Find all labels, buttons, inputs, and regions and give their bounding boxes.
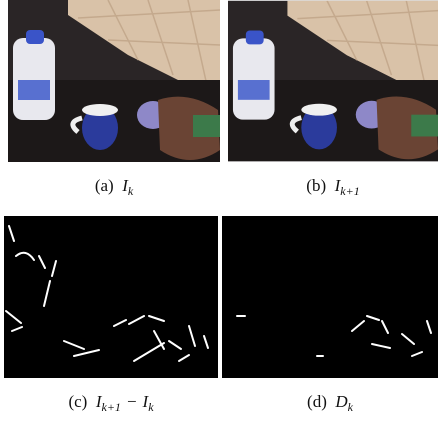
caption-label: (b): [306, 176, 326, 195]
operator: −: [127, 392, 137, 411]
caption: (b) Ik+1: [228, 176, 438, 199]
image-d: [222, 216, 438, 378]
image-c: [4, 216, 218, 378]
image-b: [228, 0, 438, 162]
subscript: k+1: [102, 400, 121, 414]
caption-label: (d): [307, 392, 327, 411]
math-symbol: D: [335, 392, 347, 411]
subscript: k: [348, 400, 353, 414]
caption: (c) Ik+1−Ik: [4, 392, 218, 415]
subscript: k+1: [340, 184, 359, 198]
subscript: k: [128, 184, 133, 198]
subscript: k: [148, 400, 153, 414]
figure: (a) Ik(b) Ik+1(c) Ik+1−Ik(d) Dk (() => {…: [0, 0, 438, 421]
caption: (d) Dk: [222, 392, 438, 415]
caption: (a) Ik: [8, 176, 220, 199]
image-a: [8, 0, 220, 162]
caption-label: (a): [95, 176, 114, 195]
caption-label: (c): [68, 392, 87, 411]
